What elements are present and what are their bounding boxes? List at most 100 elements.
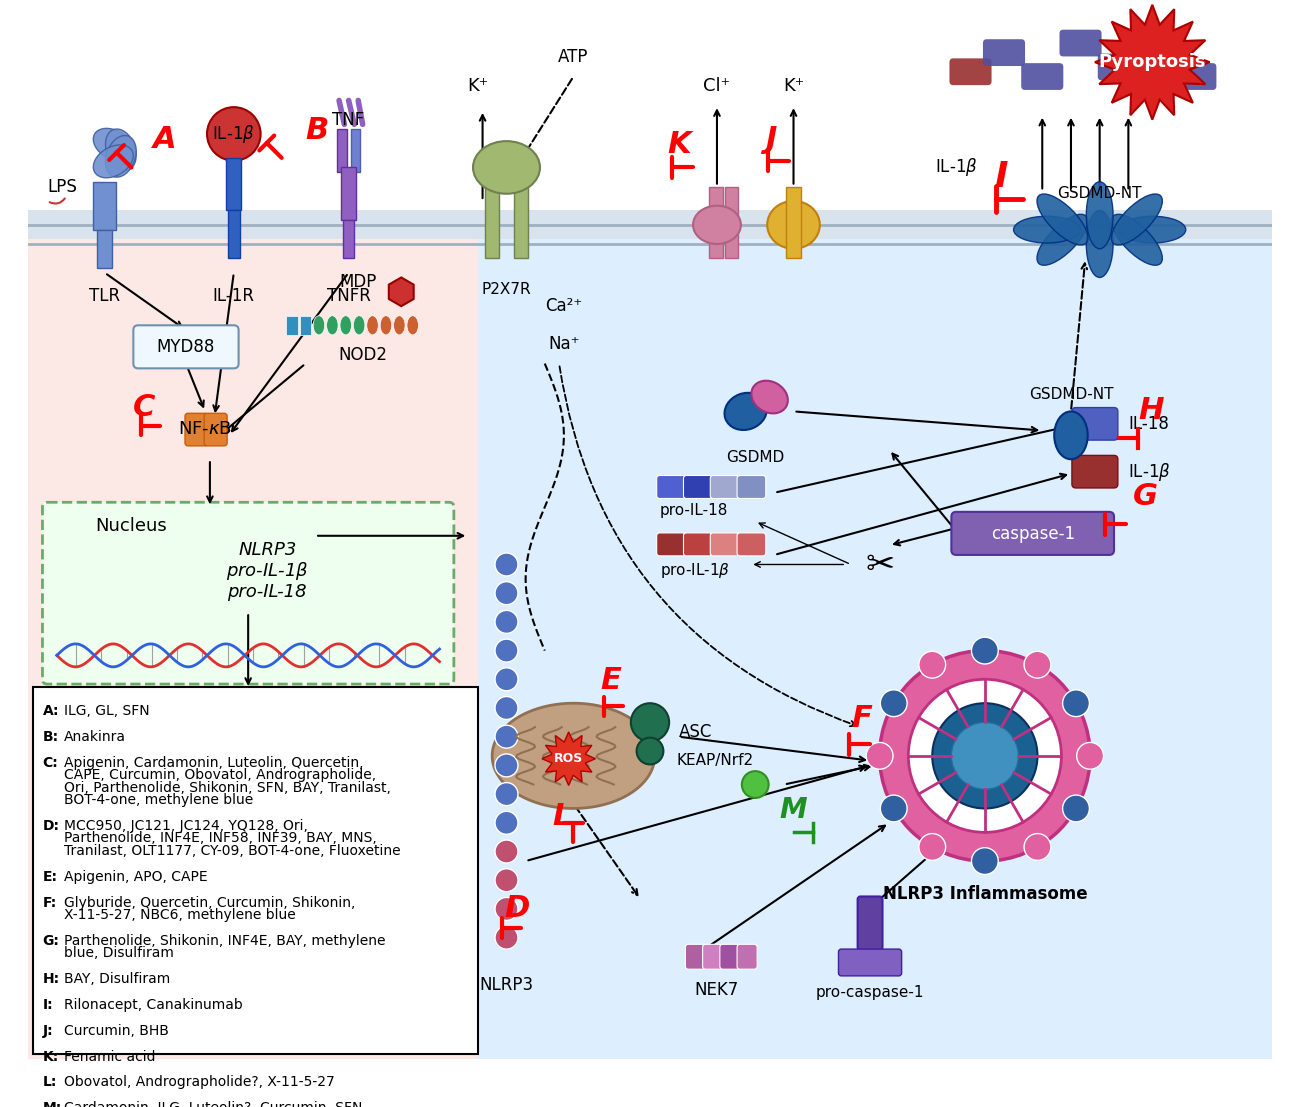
Text: Cardamonin, ILG, Luteolin?, Curcumin, SFN: Cardamonin, ILG, Luteolin?, Curcumin, SF… [64, 1101, 361, 1107]
Text: C:: C: [43, 756, 58, 769]
Text: L:: L: [43, 1075, 57, 1089]
FancyBboxPatch shape [983, 39, 1024, 66]
Ellipse shape [1037, 215, 1088, 266]
Text: MCC950, JC121, JC124, YQ128, Ori,: MCC950, JC121, JC124, YQ128, Ori, [64, 819, 307, 832]
Circle shape [495, 783, 517, 806]
Text: Pyroptosis: Pyroptosis [1098, 53, 1206, 71]
Text: BAY, Disulfiram: BAY, Disulfiram [64, 972, 170, 986]
Text: Apigenin, APO, CAPE: Apigenin, APO, CAPE [64, 870, 207, 883]
Bar [29, 0, 1271, 220]
Text: Nucleus: Nucleus [95, 517, 166, 535]
Text: Glyburide, Quercetin, Curcumin, Shikonin,: Glyburide, Quercetin, Curcumin, Shikonin… [64, 896, 355, 910]
Circle shape [932, 703, 1037, 808]
Ellipse shape [1054, 412, 1088, 459]
Circle shape [495, 840, 517, 863]
Circle shape [880, 690, 907, 716]
Ellipse shape [1112, 215, 1162, 266]
Text: BOT-4-one, methylene blue: BOT-4-one, methylene blue [64, 793, 252, 807]
FancyBboxPatch shape [1060, 30, 1101, 56]
Text: K:: K: [43, 1049, 58, 1064]
Ellipse shape [313, 315, 325, 334]
Circle shape [207, 107, 260, 161]
Circle shape [495, 610, 517, 633]
Text: GSDMD-NT: GSDMD-NT [1028, 386, 1113, 402]
Text: Na⁺: Na⁺ [549, 335, 580, 353]
Ellipse shape [407, 315, 419, 334]
Ellipse shape [367, 315, 378, 334]
Circle shape [971, 848, 998, 875]
Bar [341, 167, 356, 220]
FancyBboxPatch shape [204, 413, 227, 446]
Text: I:: I: [43, 997, 53, 1012]
Ellipse shape [394, 315, 406, 334]
Circle shape [971, 638, 998, 664]
Ellipse shape [1037, 194, 1088, 245]
Circle shape [919, 651, 945, 679]
Circle shape [495, 754, 517, 777]
Text: P2X7R: P2X7R [482, 282, 532, 298]
FancyBboxPatch shape [737, 532, 766, 556]
Text: Ori, Parthenolide, Shikonin, SFN, BAY, Tranilast,: Ori, Parthenolide, Shikonin, SFN, BAY, T… [64, 780, 390, 795]
FancyBboxPatch shape [1072, 407, 1118, 441]
Text: B: B [306, 116, 329, 145]
Text: ROS: ROS [554, 752, 584, 765]
Text: Anakinra: Anakinra [64, 730, 126, 744]
Text: NLRP3: NLRP3 [238, 541, 296, 559]
FancyBboxPatch shape [1072, 455, 1118, 488]
Text: caspase-1: caspase-1 [991, 525, 1075, 542]
Text: L: L [552, 801, 572, 830]
Text: Parthenolide, INF4E, INF58, INF39, BAY, MNS,: Parthenolide, INF4E, INF58, INF39, BAY, … [64, 831, 376, 846]
Text: blue, Disulfiram: blue, Disulfiram [64, 946, 173, 960]
Bar [786, 187, 801, 258]
Ellipse shape [341, 315, 351, 334]
Text: KEAP/Nrf2: KEAP/Nrf2 [676, 753, 754, 768]
Text: G: G [1134, 483, 1158, 511]
Text: pro-IL-18: pro-IL-18 [659, 504, 728, 518]
Text: ILG, GL, SFN: ILG, GL, SFN [64, 704, 150, 718]
Text: TNF: TNF [333, 111, 365, 128]
Text: Curcumin, BHB: Curcumin, BHB [64, 1024, 169, 1037]
Ellipse shape [1087, 210, 1113, 278]
Ellipse shape [1112, 194, 1162, 245]
Bar [351, 130, 360, 173]
Text: H:: H: [43, 972, 60, 986]
FancyBboxPatch shape [949, 59, 992, 85]
FancyBboxPatch shape [858, 897, 883, 950]
Bar [286, 315, 298, 334]
Text: E: E [601, 665, 621, 695]
Circle shape [495, 554, 517, 576]
Text: J:: J: [43, 1024, 53, 1037]
Text: F: F [852, 704, 872, 733]
FancyBboxPatch shape [737, 944, 757, 970]
Bar [300, 315, 311, 334]
Text: G:: G: [43, 934, 60, 948]
Circle shape [1062, 795, 1089, 821]
Circle shape [1062, 690, 1089, 716]
Text: Apigenin, Cardamonin, Luteolin, Quercetin,: Apigenin, Cardamonin, Luteolin, Querceti… [64, 756, 363, 769]
Text: J: J [764, 125, 776, 154]
Text: ASC: ASC [679, 723, 712, 741]
FancyBboxPatch shape [710, 532, 738, 556]
Text: MYD88: MYD88 [157, 339, 216, 356]
Text: Parthenolide, Shikonin, INF4E, BAY, methylene: Parthenolide, Shikonin, INF4E, BAY, meth… [64, 934, 385, 948]
Circle shape [495, 668, 517, 691]
FancyBboxPatch shape [720, 944, 740, 970]
Circle shape [495, 725, 517, 748]
Text: pro-caspase-1: pro-caspase-1 [816, 985, 924, 1001]
Text: Obovatol, Andrographolide?, X-11-5-27: Obovatol, Andrographolide?, X-11-5-27 [64, 1075, 334, 1089]
FancyBboxPatch shape [737, 476, 766, 498]
Text: E:: E: [43, 870, 57, 883]
FancyBboxPatch shape [684, 476, 712, 498]
Ellipse shape [94, 128, 133, 162]
Ellipse shape [724, 393, 767, 430]
FancyBboxPatch shape [684, 532, 712, 556]
Circle shape [630, 703, 670, 742]
Polygon shape [1095, 4, 1210, 120]
Text: Fenamic acid: Fenamic acid [64, 1049, 155, 1064]
Text: M: M [779, 796, 807, 824]
Circle shape [880, 795, 907, 821]
FancyBboxPatch shape [185, 413, 208, 446]
Bar [337, 130, 347, 173]
Text: NLRP3: NLRP3 [480, 976, 533, 994]
Bar [226, 158, 242, 210]
